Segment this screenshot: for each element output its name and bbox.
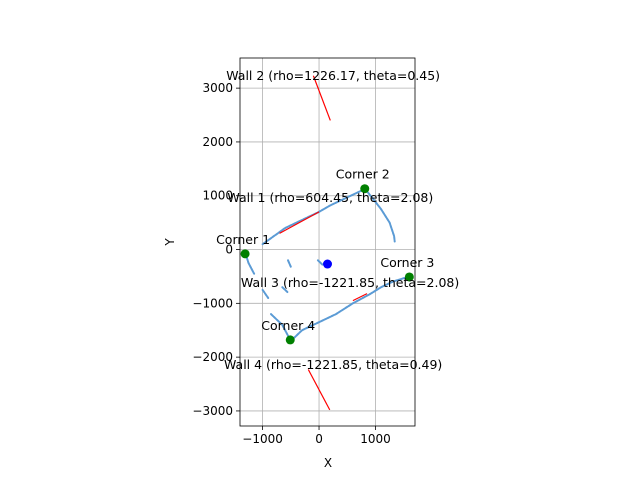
y-tick-label: 0 xyxy=(225,243,233,257)
scan-segment xyxy=(368,275,411,296)
wall-line xyxy=(307,369,331,411)
x-tick-label: 1000 xyxy=(360,432,391,446)
corner-point xyxy=(360,184,370,194)
y-tick-label: 2000 xyxy=(202,135,233,149)
wall-line xyxy=(312,75,331,121)
x-axis: −1000 0 1000 xyxy=(242,426,391,446)
center-point xyxy=(323,259,332,269)
wall-label: Wall 4 (rho=-1221.85, theta=0.49) xyxy=(224,357,442,372)
corner-point xyxy=(404,272,414,282)
corner-point xyxy=(285,335,295,345)
annotations: Corner 1 Corner 2 Corner 3 Corner 4 Wall 2 (… xyxy=(216,68,459,372)
corner-point xyxy=(240,249,250,259)
y-tick-label: 3000 xyxy=(202,81,233,95)
scan-segment xyxy=(289,293,371,342)
x-axis-label: X xyxy=(324,456,332,470)
scan-segment xyxy=(270,313,292,342)
x-tick-label: −1000 xyxy=(242,432,283,446)
scan-segment xyxy=(316,259,324,266)
scan-points xyxy=(244,188,411,342)
corner-label: Corner 4 xyxy=(261,318,315,333)
wall-label: Wall 2 (rho=1226.17, theta=0.45) xyxy=(226,68,440,83)
plot-frame xyxy=(239,57,416,427)
y-axis-label: Y xyxy=(163,238,177,247)
y-tick-label: −1000 xyxy=(192,296,233,310)
scan-segment xyxy=(261,288,270,299)
corner-label: Corner 3 xyxy=(380,255,434,270)
grid xyxy=(240,58,415,426)
wall-label: Wall 1 (rho=604.45, theta=2.08) xyxy=(227,190,433,205)
wall-line xyxy=(279,211,320,234)
wall-lines xyxy=(279,75,368,411)
y-tick-label: 1000 xyxy=(202,189,233,203)
y-axis: −3000 −2000 −1000 0 1000 2000 3000 xyxy=(192,81,240,418)
corner-points xyxy=(240,184,414,345)
wall-label: Wall 3 (rho=-1221.85, theta=2.08) xyxy=(241,275,459,290)
scan-segment xyxy=(281,286,289,294)
y-tick-label: −2000 xyxy=(192,350,233,364)
scan-segment xyxy=(364,188,396,243)
x-tick-label: 0 xyxy=(315,432,323,446)
wall-line xyxy=(352,293,368,302)
scan-segment xyxy=(287,259,292,268)
y-tick-label: −3000 xyxy=(192,404,233,418)
corner-label: Corner 1 xyxy=(216,232,270,247)
corner-label: Corner 2 xyxy=(336,167,390,182)
